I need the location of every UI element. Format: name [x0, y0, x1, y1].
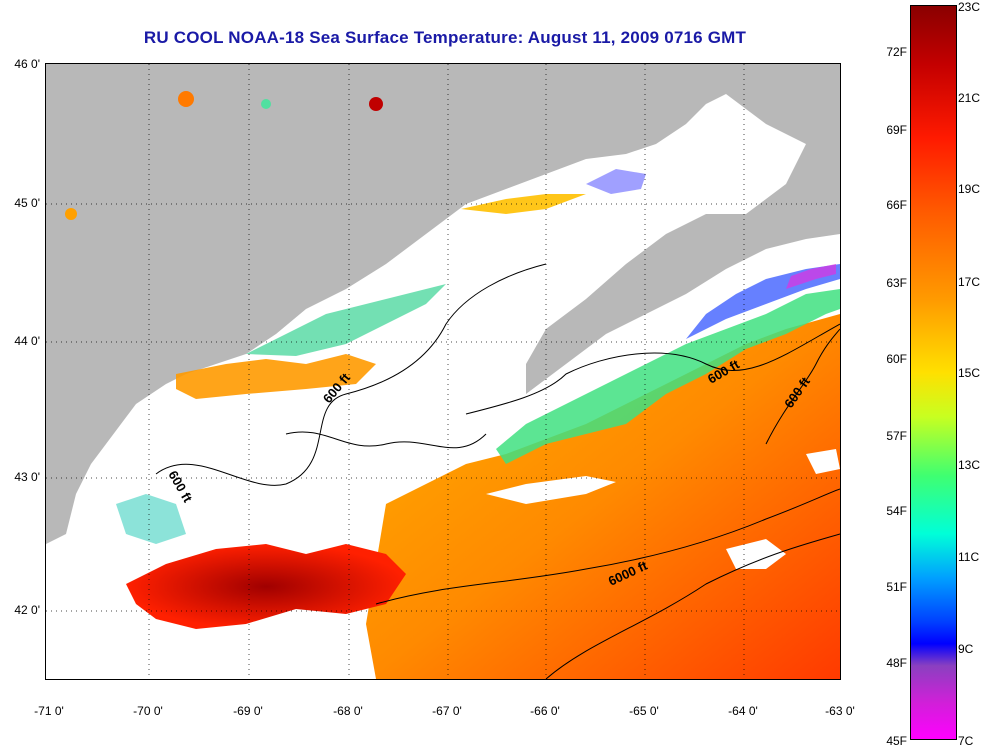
lat-label: 43 0' [14, 470, 40, 484]
warm-water [366, 314, 840, 679]
cape-cod-hot-water [126, 544, 406, 629]
inland-warm-spot [178, 91, 194, 107]
inland-warm-spot [369, 97, 383, 111]
maine-coastal-cool [246, 284, 446, 356]
cloud-patch [726, 539, 786, 569]
colorbar-f-label: 63F [886, 276, 907, 290]
sst-map: 600 ft 600 ft 600 ft 600 ft 6000 ft [45, 63, 841, 680]
lon-label: -66 0' [530, 704, 560, 718]
magenta-patch [786, 264, 836, 289]
cloud-patch [486, 476, 616, 504]
colorbar-c-label: 9C [958, 642, 974, 656]
colorbar-f-label: 48F [886, 656, 907, 670]
colorbar-f-label: 60F [886, 352, 907, 366]
colorbar-f-label: 66F [886, 198, 907, 212]
colorbar-c-label: 19C [958, 182, 981, 196]
colorbar-c-label: 11C [958, 550, 980, 564]
colorbar-c-label: 17C [958, 275, 981, 289]
inland-warm-spot [261, 99, 271, 109]
lon-label: -63 0' [825, 704, 855, 718]
temperature-colorbar [910, 5, 957, 740]
lat-label: 45 0' [14, 196, 40, 210]
colorbar-f-label: 54F [886, 504, 907, 518]
lat-label: 44 0' [14, 334, 40, 348]
depth-contours [155, 263, 840, 679]
lon-label: -70 0' [133, 704, 163, 718]
cloud-patch [806, 449, 840, 474]
colorbar-f-label: 72F [886, 45, 907, 59]
colorbar-c-label: 13C [958, 458, 981, 472]
lat-label: 42 0' [14, 603, 40, 617]
colorbar-f-label: 57F [886, 429, 907, 443]
lat-label: 46 0' [14, 57, 40, 71]
mass-bay-mix [116, 494, 186, 544]
sst-map-canvas: 600 ft 600 ft 600 ft 600 ft 6000 ft [46, 64, 840, 679]
colorbar-c-label: 7C [958, 734, 974, 748]
lon-label: -68 0' [333, 704, 363, 718]
cool-band [496, 289, 840, 464]
maine-coastal-band [176, 354, 376, 399]
map-title: RU COOL NOAA-18 Sea Surface Temperature:… [143, 28, 747, 47]
lon-label: -69 0' [233, 704, 263, 718]
fundy-warm-band [461, 194, 586, 214]
lon-label: -65 0' [629, 704, 659, 718]
colorbar-c-label: 21C [958, 91, 981, 105]
bay-fundy-band [586, 169, 646, 194]
lon-label: -67 0' [432, 704, 462, 718]
lon-label: -71 0' [34, 704, 64, 718]
colorbar-c-label: 15C [958, 366, 981, 380]
nova-scotia-land [526, 64, 840, 394]
colorbar-f-label: 69F [886, 123, 907, 137]
colorbar-f-label: 51F [886, 580, 907, 594]
colorbar-c-label: 23C [958, 0, 981, 14]
colorbar-f-label: 45F [886, 734, 907, 748]
lon-label: -64 0' [728, 704, 758, 718]
inland-warm-spot [65, 208, 77, 220]
